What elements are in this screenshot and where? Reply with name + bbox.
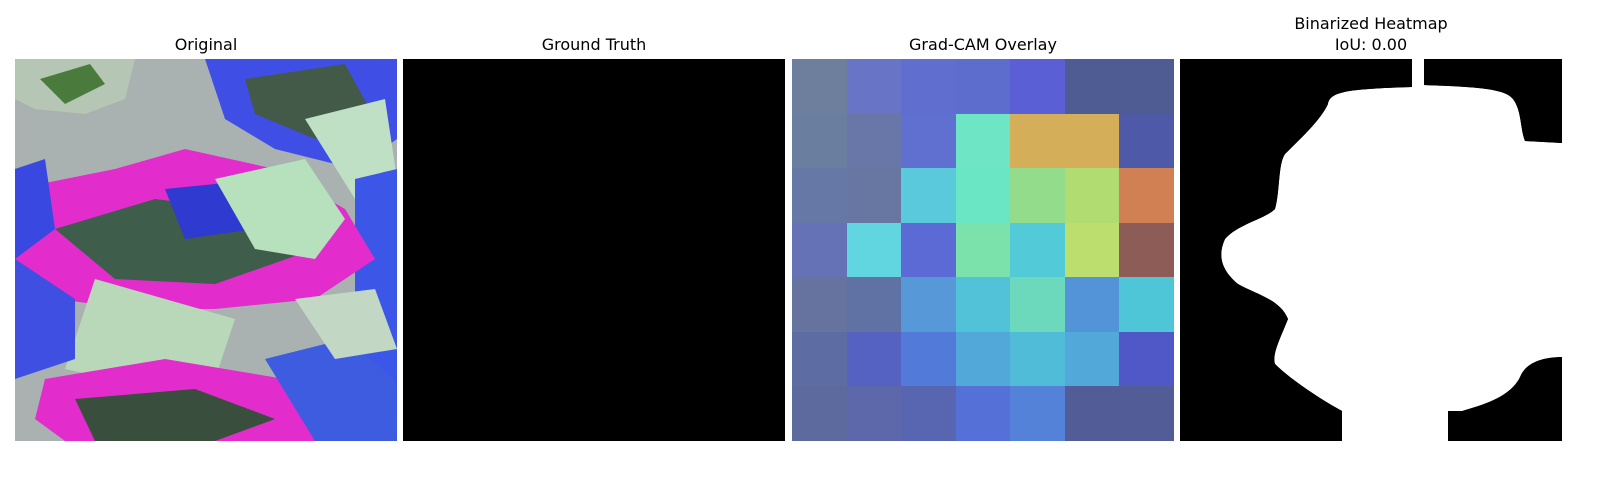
panel-title-original: Original xyxy=(174,35,238,54)
gradcam-cell xyxy=(792,386,847,441)
gradcam-cell xyxy=(1119,113,1174,169)
gradcam-cell xyxy=(955,59,1011,114)
panel-ground-truth: Ground Truth xyxy=(403,0,785,500)
gradcam-cell xyxy=(1119,386,1174,441)
gradcam-cell xyxy=(901,168,956,223)
panel-title-gradcam: Grad-CAM Overlay xyxy=(909,35,1057,54)
gradcam-cell xyxy=(846,331,902,387)
gradcam-cell xyxy=(792,168,847,223)
gradcam-cell xyxy=(1119,331,1174,387)
gradcam-cell xyxy=(846,113,902,169)
gradcam-cell xyxy=(1010,168,1065,223)
gradcam-cell xyxy=(955,277,1011,332)
binarized-heatmap xyxy=(1180,59,1562,441)
gradcam-cell xyxy=(955,222,1011,278)
gradcam-cell xyxy=(1064,386,1120,441)
gradcam-cell xyxy=(1010,386,1065,441)
gradcam-cell xyxy=(955,331,1011,387)
gradcam-cell xyxy=(901,331,956,387)
gradcam-cell xyxy=(1064,59,1120,114)
panel-original: Original xyxy=(15,0,397,500)
gradcam-cell xyxy=(792,222,847,278)
gradcam-cell xyxy=(955,113,1011,169)
gradcam-cell xyxy=(1064,113,1120,169)
gradcam-cell xyxy=(1010,277,1065,332)
gradcam-cell xyxy=(846,222,902,278)
gradcam-cell xyxy=(901,277,956,332)
panel-title-ground-truth: Ground Truth xyxy=(541,35,647,54)
gradcam-cell xyxy=(1010,331,1065,387)
iou-label: IoU: 0.00 xyxy=(1334,35,1408,54)
gradcam-cell xyxy=(1119,59,1174,114)
gradcam-cell xyxy=(901,222,956,278)
gradcam-cell xyxy=(846,386,902,441)
gradcam-cell xyxy=(1119,168,1174,223)
gradcam-cell xyxy=(792,277,847,332)
gradcam-cell xyxy=(1064,331,1120,387)
gradcam-cell xyxy=(792,113,847,169)
gradcam-cell xyxy=(792,59,847,114)
gradcam-cell xyxy=(955,168,1011,223)
gradcam-cell xyxy=(1010,222,1065,278)
panel-gradcam: Grad-CAM Overlay xyxy=(792,0,1174,500)
gradcam-overlay xyxy=(792,59,1174,441)
gradcam-grid xyxy=(792,59,1174,441)
gradcam-cell xyxy=(1010,113,1065,169)
panel-binarized: Binarized Heatmap IoU: 0.00 xyxy=(1180,0,1562,500)
gradcam-cell xyxy=(846,168,902,223)
gradcam-cell xyxy=(1119,277,1174,332)
gradcam-cell xyxy=(1119,222,1174,278)
gradcam-cell xyxy=(792,331,847,387)
gradcam-cell xyxy=(1064,277,1120,332)
gradcam-cell xyxy=(1010,59,1065,114)
ground-truth-mask xyxy=(403,59,785,441)
panel-title-binarized: Binarized Heatmap xyxy=(1294,14,1448,33)
gradcam-cell xyxy=(846,59,902,114)
gradcam-cell xyxy=(846,277,902,332)
original-image xyxy=(15,59,397,441)
gradcam-cell xyxy=(901,386,956,441)
gradcam-cell xyxy=(901,113,956,169)
gradcam-cell xyxy=(1064,168,1120,223)
gradcam-cell xyxy=(901,59,956,114)
gradcam-cell xyxy=(955,386,1011,441)
gradcam-cell xyxy=(1064,222,1120,278)
